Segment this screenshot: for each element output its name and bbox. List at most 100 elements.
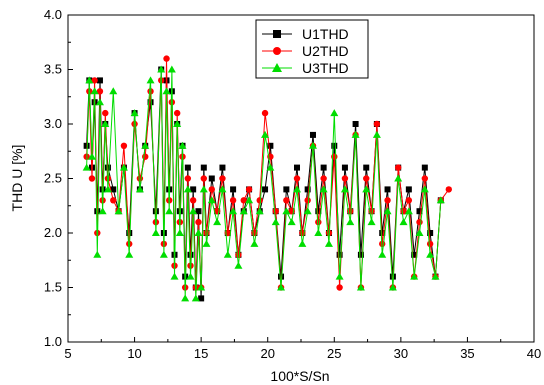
point-u2thd — [394, 164, 402, 171]
x-tick-label: 30 — [394, 346, 408, 361]
axes: 5 10 15 20 25 30 35 40 1.0 1.5 2.0 2.5 3.0 3.5 4.0 — [44, 7, 541, 361]
point-u2thd — [245, 186, 253, 193]
point-u3thd — [308, 141, 317, 149]
point-u3thd — [431, 272, 440, 280]
plot-area — [82, 55, 452, 302]
point-u3thd — [173, 120, 182, 127]
point-u1thd — [278, 273, 285, 280]
point-u3thd — [314, 229, 323, 236]
point-u1thd — [336, 251, 343, 258]
point-u3thd — [362, 185, 371, 193]
point-u1thd — [294, 164, 301, 171]
legend-marker-u2thd — [273, 47, 281, 55]
x-tick-label: 20 — [260, 346, 274, 361]
point-u3thd — [255, 207, 264, 215]
point-u3thd — [202, 239, 211, 247]
point-u1thd — [405, 186, 412, 193]
point-u1thd — [219, 164, 226, 171]
point-u1thd — [304, 186, 311, 193]
point-u2thd — [293, 175, 301, 182]
point-u2thd — [421, 175, 429, 182]
point-u3thd — [95, 98, 104, 106]
point-u1thd — [421, 164, 428, 171]
y-tick-label: 2.5 — [44, 171, 62, 186]
point-u3thd — [125, 250, 134, 258]
legend-entry-u3thd: U3THD — [262, 60, 349, 76]
point-u3thd — [394, 174, 403, 182]
point-u3thd — [151, 229, 160, 236]
point-u3thd — [178, 141, 187, 149]
y-tick-label: 1.5 — [44, 280, 62, 295]
point-u1thd — [341, 164, 348, 171]
point-u1thd — [309, 131, 316, 138]
point-u3thd — [218, 185, 227, 193]
point-u2thd — [136, 175, 144, 182]
point-u3thd — [119, 163, 128, 171]
point-u1thd — [110, 186, 117, 193]
point-u3thd — [197, 283, 206, 291]
point-u3thd — [159, 250, 168, 258]
point-u2thd — [173, 109, 181, 117]
point-u3thd — [378, 250, 387, 258]
x-tick-label: 15 — [194, 346, 208, 361]
legend: U1THD U2THD U3THD — [255, 19, 369, 79]
point-u3thd — [199, 185, 208, 193]
series-u1thd — [83, 66, 444, 302]
x-tick-label: 35 — [460, 346, 474, 361]
point-u3thd — [351, 130, 360, 138]
point-u2thd — [96, 88, 104, 95]
point-u1thd — [389, 273, 396, 280]
y-tick-label: 3.5 — [44, 62, 62, 77]
point-u3thd — [319, 185, 328, 193]
point-u2thd — [120, 142, 128, 149]
point-u1thd — [190, 186, 197, 193]
point-u3thd — [207, 196, 216, 204]
point-u3thd — [175, 229, 184, 236]
point-u3thd — [229, 207, 238, 215]
point-u3thd — [250, 239, 259, 247]
point-u2thd — [219, 175, 226, 182]
point-u3thd — [141, 141, 150, 149]
legend-label-u3thd: U3THD — [302, 60, 349, 76]
point-u2thd — [229, 197, 237, 204]
point-u3thd — [282, 207, 291, 215]
point-u3thd — [186, 272, 195, 280]
point-u2thd — [272, 208, 279, 215]
x-tick-label: 25 — [327, 346, 341, 361]
series-u3thd — [82, 65, 445, 302]
point-u2thd — [336, 284, 343, 291]
point-u1thd — [230, 186, 237, 193]
point-u3thd — [181, 294, 190, 302]
point-u2thd — [384, 197, 391, 204]
point-u1thd — [357, 251, 364, 258]
point-u3thd — [98, 207, 107, 215]
point-u2thd — [110, 197, 117, 204]
point-u3thd — [340, 185, 349, 193]
point-u1thd — [416, 208, 423, 215]
point-u3thd — [85, 76, 94, 84]
point-u1thd — [184, 164, 191, 171]
point-u3thd — [223, 250, 232, 258]
point-u3thd — [399, 218, 408, 226]
point-u3thd — [170, 272, 179, 280]
point-u1thd — [96, 77, 103, 84]
point-u3thd — [194, 229, 203, 236]
legend-entry-u1thd: U1THD — [262, 26, 349, 42]
point-u3thd — [87, 152, 96, 160]
point-u3thd — [183, 185, 192, 193]
y-tick-label: 2.0 — [44, 225, 62, 240]
point-u1thd — [195, 208, 202, 215]
point-u1thd — [363, 164, 370, 171]
point-u3thd — [239, 207, 248, 215]
point-u3thd — [426, 250, 435, 258]
point-u2thd — [142, 153, 149, 160]
point-u3thd — [245, 196, 254, 204]
point-u1thd — [200, 164, 207, 171]
y-tick-label: 1.0 — [44, 334, 62, 349]
x-tick-label: 10 — [127, 346, 141, 361]
point-u3thd — [420, 185, 429, 193]
point-u3thd — [157, 65, 166, 73]
point-u1thd — [320, 164, 327, 171]
point-u3thd — [135, 185, 144, 193]
